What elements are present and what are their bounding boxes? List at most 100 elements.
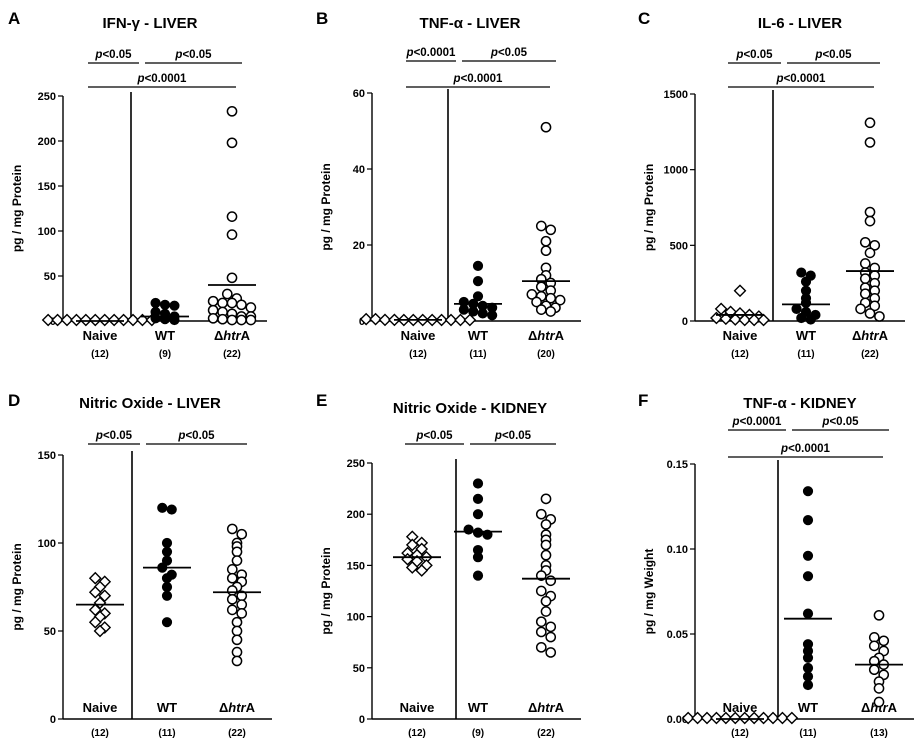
y-axis-label: pg / mg Protein xyxy=(319,163,333,250)
data-point xyxy=(231,616,243,628)
data-point xyxy=(236,599,248,610)
data-point xyxy=(226,585,238,596)
y-tick-label: 0 xyxy=(682,316,688,328)
data-point xyxy=(545,224,557,236)
group-n-label: (20) xyxy=(537,349,555,360)
data-point xyxy=(405,561,419,574)
data-point xyxy=(878,635,890,647)
data-point xyxy=(802,608,814,619)
data-point xyxy=(217,297,228,309)
data-point xyxy=(472,570,484,581)
data-point xyxy=(472,527,484,538)
data-point xyxy=(472,276,484,287)
x-category-label: WT xyxy=(798,700,818,715)
group-n-label: (11) xyxy=(799,728,816,739)
group-n-label: (22) xyxy=(223,349,241,360)
data-point xyxy=(236,528,248,540)
data-point xyxy=(802,486,814,497)
data-point xyxy=(873,696,885,708)
group-n-label: (11) xyxy=(158,728,175,739)
data-point xyxy=(869,239,881,251)
data-point xyxy=(540,235,552,247)
data-point xyxy=(231,555,243,566)
p-value-label: p<0.05 xyxy=(814,49,852,61)
data-point xyxy=(864,206,876,218)
y-tick-label: 250 xyxy=(38,91,56,103)
data-point xyxy=(150,297,161,309)
data-point xyxy=(785,711,799,725)
group-n-label: (12) xyxy=(408,728,426,739)
data-point xyxy=(161,590,173,601)
data-point xyxy=(733,284,747,298)
data-point xyxy=(540,539,552,551)
data-point xyxy=(540,519,552,530)
y-tick-label: 200 xyxy=(347,509,365,521)
data-point xyxy=(472,552,484,563)
data-point xyxy=(472,291,484,302)
data-point xyxy=(545,306,557,317)
data-point xyxy=(738,711,752,725)
x-category-label: WT xyxy=(468,328,488,343)
y-tick-label: 0.05 xyxy=(667,629,688,641)
data-point xyxy=(535,641,547,653)
data-point xyxy=(855,303,866,315)
data-point xyxy=(540,549,552,561)
data-point xyxy=(681,711,695,725)
data-point xyxy=(150,313,161,324)
data-point xyxy=(747,313,761,327)
data-point xyxy=(236,314,247,326)
data-point xyxy=(98,313,112,327)
data-point xyxy=(747,711,761,725)
x-category-label: Naive xyxy=(401,328,436,343)
data-point xyxy=(710,311,723,325)
data-point xyxy=(405,538,419,552)
x-category-label: Naive xyxy=(723,700,758,715)
y-tick-label: 0.15 xyxy=(667,459,688,471)
data-point xyxy=(226,137,238,149)
data-point xyxy=(540,493,552,505)
p-value-label: p<0.05 xyxy=(95,430,133,442)
data-point xyxy=(88,313,102,327)
data-point xyxy=(161,537,173,549)
y-tick-label: 0.00 xyxy=(667,714,688,726)
y-axis-label: pg / mg Protein xyxy=(642,164,656,251)
data-point xyxy=(166,504,177,515)
panel-title: IL-6 - LIVER xyxy=(758,15,842,32)
group-n-label: (12) xyxy=(731,728,749,739)
data-point xyxy=(535,508,547,520)
data-point xyxy=(161,581,173,593)
panel-letter: F xyxy=(638,391,648,410)
data-point xyxy=(126,313,140,327)
data-point xyxy=(728,711,742,725)
data-point xyxy=(207,312,219,324)
data-point xyxy=(805,314,816,325)
data-point xyxy=(161,546,173,557)
panel-letter: A xyxy=(8,9,20,28)
data-point xyxy=(800,276,812,287)
data-point xyxy=(231,546,243,558)
data-point xyxy=(117,313,130,327)
p-value-label: p<0.05 xyxy=(821,416,859,428)
data-point xyxy=(535,585,547,597)
data-point xyxy=(859,258,871,269)
data-point xyxy=(802,652,814,663)
y-tick-label: 50 xyxy=(44,626,56,638)
y-tick-label: 100 xyxy=(38,226,56,238)
data-point xyxy=(159,299,171,310)
x-category-label: WT xyxy=(155,328,175,343)
data-point xyxy=(226,211,238,222)
p-value-label: p<0.0001 xyxy=(453,73,504,85)
group-n-label: (9) xyxy=(472,728,484,739)
panel-title: IFN-γ - LIVER xyxy=(102,15,197,32)
data-point xyxy=(157,502,168,513)
data-point xyxy=(728,313,742,326)
data-point xyxy=(472,493,484,504)
data-point xyxy=(226,272,238,284)
data-point xyxy=(487,310,498,321)
data-point xyxy=(161,573,173,584)
group-n-label: (12) xyxy=(731,349,749,360)
panel-letter: B xyxy=(316,9,328,28)
y-tick-label: 200 xyxy=(38,136,56,148)
data-point xyxy=(535,626,547,638)
y-axis-label: pg / mg Protein xyxy=(319,547,333,634)
